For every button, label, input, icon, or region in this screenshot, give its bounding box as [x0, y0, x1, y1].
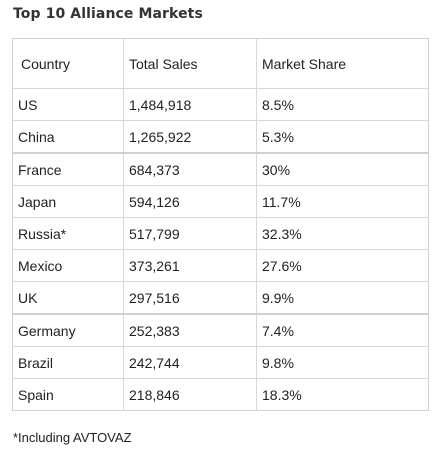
header-total-sales: Total Sales: [123, 38, 257, 89]
table-row: France 684,373 30%: [12, 152, 429, 186]
table-row: Mexico 373,261 27.6%: [12, 249, 429, 282]
share-cell: 30%: [256, 152, 429, 186]
share-cell: 7.4%: [256, 313, 429, 347]
sales-cell: 684,373: [123, 152, 257, 186]
sales-cell: 1,265,922: [123, 120, 257, 153]
sales-cell: 517,799: [123, 217, 257, 250]
share-cell: 18.3%: [256, 378, 429, 411]
sales-cell: 373,261: [123, 249, 257, 282]
table-row: UK 297,516 9.9%: [12, 281, 429, 314]
header-market-share: Market Share: [256, 38, 429, 89]
table-row: Spain 218,846 18.3%: [12, 378, 429, 411]
country-cell: Mexico: [12, 249, 124, 282]
sales-cell: 297,516: [123, 281, 257, 314]
table-row: China 1,265,922 5.3%: [12, 120, 429, 153]
table-header-row: Country Total Sales Market Share: [13, 38, 429, 89]
country-cell: Spain: [12, 378, 124, 411]
country-cell: Russia*: [12, 217, 124, 250]
table-row: US 1,484,918 8.5%: [12, 88, 429, 121]
header-country: Country: [21, 55, 71, 72]
country-cell: Brazil: [12, 346, 124, 379]
sales-cell: 252,383: [123, 313, 257, 347]
markets-table: Country Total Sales Market Share US 1,48…: [12, 38, 429, 411]
table-row: Japan 594,126 11.7%: [12, 185, 429, 218]
country-cell: Germany: [12, 313, 124, 347]
share-cell: 9.9%: [256, 281, 429, 314]
share-cell: 27.6%: [256, 249, 429, 282]
country-cell: China: [12, 120, 124, 153]
page-title: Top 10 Alliance Markets: [13, 6, 203, 22]
table-row: Russia* 517,799 32.3%: [12, 217, 429, 250]
country-cell: UK: [12, 281, 124, 314]
share-cell: 9.8%: [256, 346, 429, 379]
table-row: Brazil 242,744 9.8%: [12, 346, 429, 379]
sales-cell: 594,126: [123, 185, 257, 218]
share-cell: 5.3%: [256, 120, 429, 153]
footnote: *Including AVTOVAZ: [13, 430, 132, 445]
sales-cell: 242,744: [123, 346, 257, 379]
share-cell: 11.7%: [256, 185, 429, 218]
share-cell: 32.3%: [256, 217, 429, 250]
country-cell: Japan: [12, 185, 124, 218]
share-cell: 8.5%: [256, 88, 429, 121]
country-cell: France: [12, 152, 124, 186]
sales-cell: 218,846: [123, 378, 257, 411]
sales-cell: 1,484,918: [123, 88, 257, 121]
country-cell: US: [12, 88, 124, 121]
table-row: Germany 252,383 7.4%: [12, 313, 429, 347]
